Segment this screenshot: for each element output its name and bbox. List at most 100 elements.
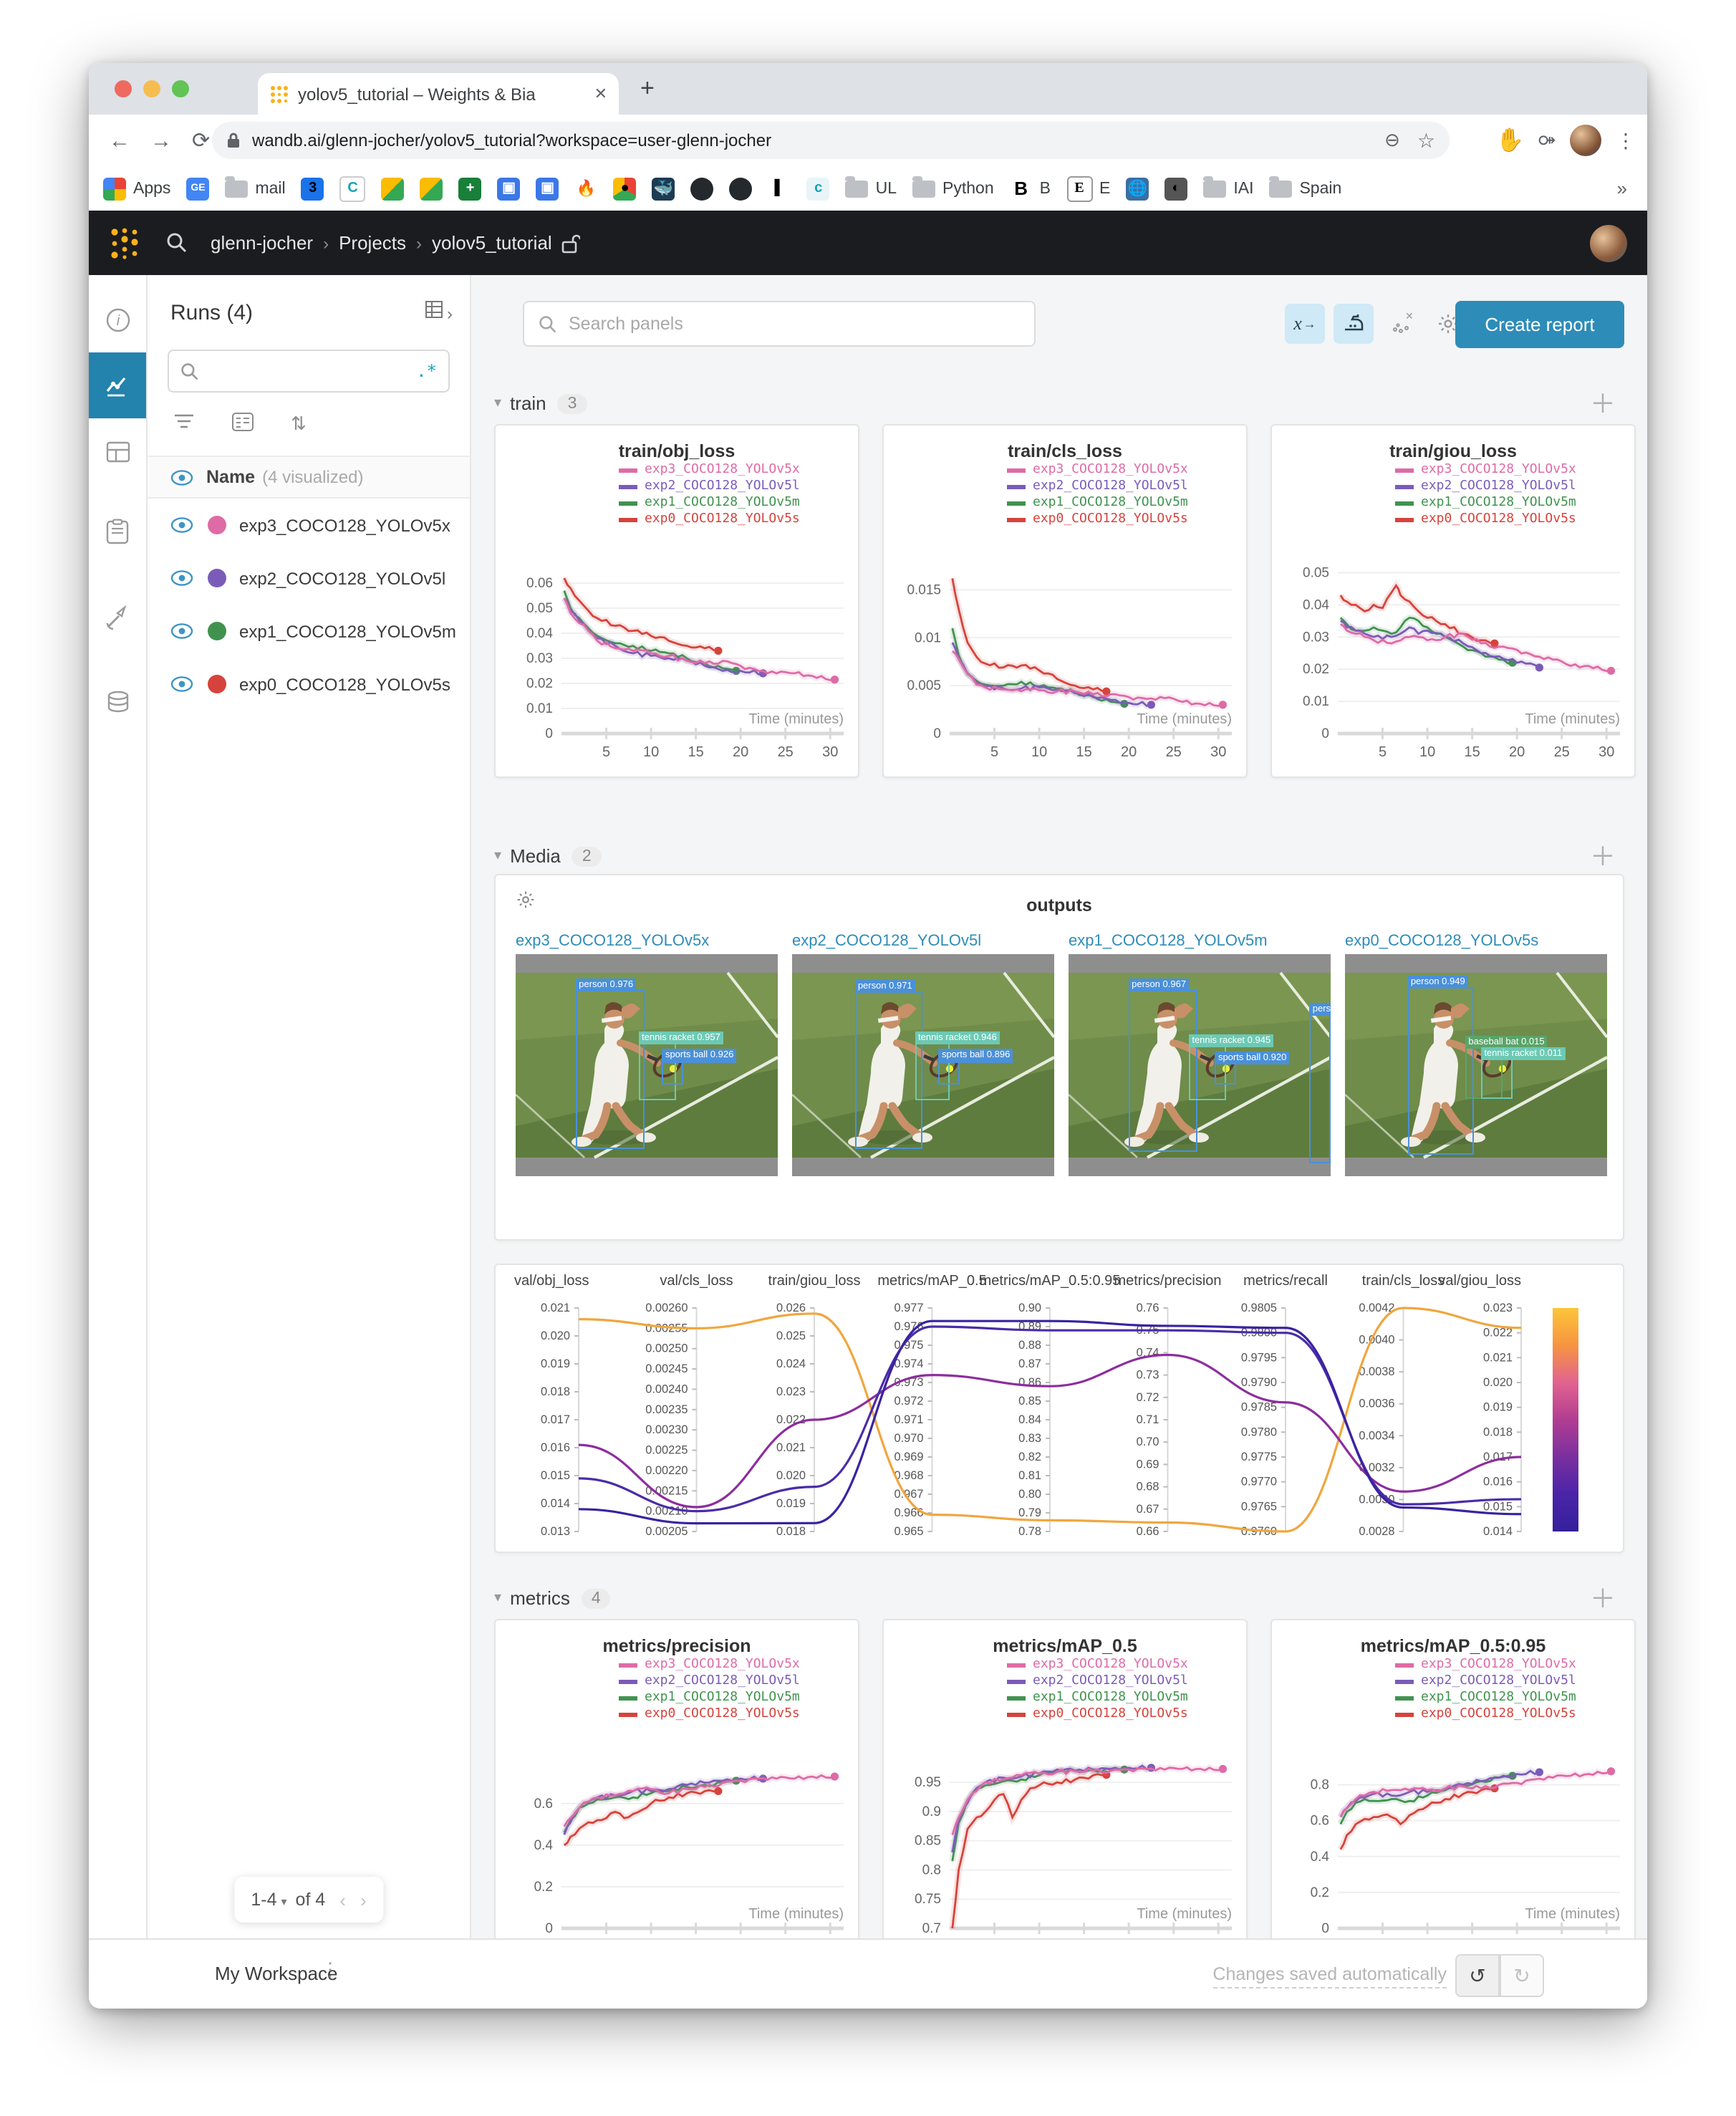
bookmark-item[interactable]: 🔥	[574, 177, 598, 200]
redo-button[interactable]: ↻	[1500, 1954, 1544, 1997]
bookmark-item[interactable]: 3	[301, 177, 324, 200]
sort-icon[interactable]: ⇅	[291, 413, 307, 434]
tab-close-icon[interactable]: ✕	[594, 86, 607, 103]
detection-image[interactable]: person 0.971 tennis racket 0.946 sports ba…	[792, 954, 1054, 1176]
section-label[interactable]: metrics	[510, 1587, 570, 1609]
run-row[interactable]: exp3_COCO128_YOLOv5x	[148, 499, 470, 552]
panel-search-input[interactable]: Search panels	[523, 301, 1036, 347]
chart-panel-metrics-mAP-0-5-0-95[interactable]: metrics/mAP_0.5:0.95 exp3_COCO128_YOLOv5x…	[1270, 1619, 1636, 1940]
media-run-name[interactable]: exp3_COCO128_YOLOv5x	[516, 933, 710, 950]
regex-toggle[interactable]: .*	[416, 361, 437, 381]
section-label[interactable]: Media	[510, 845, 561, 867]
user-avatar[interactable]	[1590, 224, 1627, 261]
bookmark-item[interactable]: mail	[225, 175, 286, 197]
pagination-next-icon[interactable]: ›	[360, 1889, 367, 1910]
zoom-icon[interactable]: ⊖	[1384, 129, 1400, 150]
group-icon[interactable]	[232, 413, 254, 436]
chart-panel-train-obj-loss[interactable]: train/obj_loss exp3_COCO128_YOLOv5x exp2_C…	[494, 424, 859, 778]
chevron-down-icon[interactable]: ▾	[494, 848, 502, 864]
detection-image[interactable]: person 0.949 baseball bat 0.015 tennis rac…	[1345, 954, 1607, 1176]
maximize-window-button[interactable]	[172, 80, 189, 97]
bookmark-item[interactable]: 🌐	[1126, 177, 1149, 200]
add-panel-icon[interactable]: ＋	[1590, 842, 1616, 871]
bookmark-item[interactable]	[690, 177, 714, 200]
workspace-menu-icon[interactable]: ⋮	[321, 1958, 339, 1980]
rail-overview-tab[interactable]: i	[89, 287, 146, 352]
rail-reports-tab[interactable]	[89, 499, 146, 564]
bookmark-item[interactable]: ▣	[536, 177, 559, 200]
bookmark-item[interactable]: Apps	[103, 177, 170, 200]
section-header-media[interactable]: ▾ Media 2	[494, 845, 602, 867]
eye-icon[interactable]	[170, 570, 193, 586]
runs-search-input[interactable]: .*	[168, 350, 450, 393]
line-chart[interactable]: metrics/precisionexp3_COCO128_YOLOv5xexp…	[496, 1620, 858, 1940]
parallel-coordinates-chart[interactable]: val/obj_loss 0.013 0.014 0.015 0.016 0.017 0.0…	[496, 1265, 1626, 1549]
rail-artifacts-tab[interactable]	[89, 670, 146, 736]
bookmark-item[interactable]: ●	[613, 177, 637, 200]
bookmark-item[interactable]: +	[458, 177, 482, 200]
detection-image[interactable]: person 0.976 tennis racket 0.957 sports ba…	[516, 954, 778, 1176]
undo-button[interactable]: ↺	[1455, 1954, 1500, 1997]
bookmark-item[interactable]: Spain	[1269, 175, 1341, 197]
browser-tab[interactable]: yolov5_tutorial – Weights & Bia ✕	[258, 73, 619, 115]
search-icon[interactable]	[166, 232, 188, 254]
chevron-down-icon[interactable]: ▾	[494, 1590, 502, 1606]
adblock-icon[interactable]: ✋	[1495, 129, 1525, 153]
bookmark-item[interactable]	[420, 177, 443, 200]
add-panel-icon[interactable]: ＋	[1590, 390, 1616, 418]
rail-sweeps-tab[interactable]	[89, 585, 146, 650]
chart-panel-metrics-mAP-0-5[interactable]: metrics/mAP_0.5 exp3_COCO128_YOLOv5x exp2_…	[882, 1619, 1248, 1940]
panel-settings-button[interactable]	[1334, 304, 1374, 344]
bookmark-star-icon[interactable]: ☆	[1417, 128, 1435, 151]
workspace-switcher[interactable]: My Workspace	[215, 1963, 338, 1984]
bookmark-item[interactable]: ▣	[497, 177, 521, 200]
media-gear-icon[interactable]	[516, 890, 536, 914]
bookmark-item[interactable]: c	[806, 177, 830, 200]
breadcrumb-project[interactable]: yolov5_tutorial	[432, 232, 552, 254]
pagination-dropdown-icon[interactable]: ▾	[281, 1895, 287, 1908]
url-bar[interactable]: wandb.ai/glenn-jocher/yolov5_tutorial?wo…	[212, 122, 1450, 159]
bookmark-item[interactable]: Python	[912, 175, 994, 197]
run-name[interactable]: exp2_COCO128_YOLOv5l	[239, 568, 446, 588]
bookmark-item[interactable]: IAI	[1203, 175, 1253, 197]
create-report-button[interactable]: Create report	[1455, 301, 1624, 348]
close-window-button[interactable]	[115, 80, 132, 97]
minimize-window-button[interactable]	[143, 80, 160, 97]
chart-panel-train-giou-loss[interactable]: train/giou_loss exp3_COCO128_YOLOv5x exp2_…	[1270, 424, 1636, 778]
run-row[interactable]: exp1_COCO128_YOLOv5m	[148, 605, 470, 658]
bookmarks-overflow-icon[interactable]: »	[1616, 178, 1627, 199]
eye-icon[interactable]	[170, 517, 193, 533]
back-icon[interactable]: ←	[109, 128, 130, 153]
bookmark-item[interactable]: ▌	[768, 177, 791, 200]
rail-table-tab[interactable]	[89, 418, 146, 484]
chart-panel-metrics-precision[interactable]: metrics/precision exp3_COCO128_YOLOv5x exp…	[494, 1619, 859, 1940]
eye-icon[interactable]	[170, 676, 193, 692]
name-column-label[interactable]: Name	[206, 467, 256, 487]
pagination-range[interactable]: 1-4	[251, 1890, 277, 1910]
bookmark-item[interactable]: 🐳	[652, 177, 675, 200]
rail-charts-tab[interactable]	[89, 352, 146, 418]
runs-table-icon[interactable]: ›	[425, 301, 453, 324]
eye-icon[interactable]	[170, 623, 193, 639]
section-header-train[interactable]: ▾ train 3	[494, 393, 587, 414]
media-run-name[interactable]: exp1_COCO128_YOLOv5m	[1069, 933, 1268, 950]
wandb-logo-icon[interactable]	[109, 226, 140, 260]
detection-image[interactable]: person 0.967 tennis racket 0.945 sports ba…	[1069, 954, 1331, 1176]
pagination-prev-icon[interactable]: ‹	[339, 1889, 346, 1910]
section-header-metrics[interactable]: ▾ metrics 4	[494, 1587, 611, 1609]
bookmark-item[interactable]: ◐	[1164, 177, 1188, 200]
profile-avatar[interactable]	[1570, 125, 1601, 156]
run-name[interactable]: exp1_COCO128_YOLOv5m	[239, 621, 456, 641]
media-run-name[interactable]: exp2_COCO128_YOLOv5l	[792, 933, 982, 950]
bookmark-item[interactable]: C	[339, 175, 366, 201]
media-run-name[interactable]: exp0_COCO128_YOLOv5s	[1345, 933, 1539, 950]
new-tab-button[interactable]: +	[640, 74, 655, 102]
